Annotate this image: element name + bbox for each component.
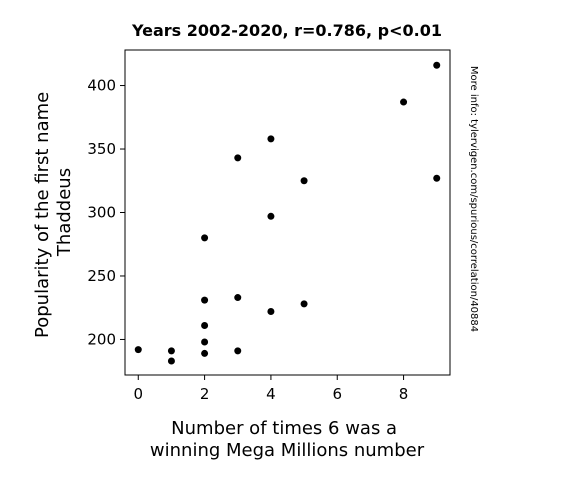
x-axis-ticks: 0 2 4 6 8	[133, 375, 408, 403]
data-point	[300, 300, 308, 308]
data-point	[300, 177, 308, 185]
data-point	[167, 347, 175, 355]
y-tick-label: 300	[87, 204, 116, 222]
data-point	[234, 294, 242, 302]
x-tick-label: 6	[332, 385, 342, 403]
x-axis-label-line-1: Number of times 6 was a	[171, 418, 397, 439]
y-axis-ticks: 200 250 300 350 400	[87, 77, 125, 348]
watermark-text: More info: tylervigen.com/spurious/corre…	[468, 66, 479, 332]
data-point	[234, 347, 242, 355]
data-point	[134, 346, 142, 354]
y-tick-label: 350	[87, 140, 116, 158]
data-point	[201, 234, 209, 242]
x-tick-label: 0	[133, 385, 143, 403]
x-axis-label: Number of times 6 was a winning Mega Mil…	[150, 418, 425, 461]
data-point	[267, 212, 275, 220]
data-point	[234, 154, 242, 162]
x-tick-label: 2	[200, 385, 210, 403]
data-point	[167, 357, 175, 365]
y-axis-label-line-2: Thaddeus	[54, 168, 75, 257]
data-points	[134, 61, 441, 365]
data-point	[201, 296, 209, 304]
data-point	[433, 174, 441, 182]
data-point	[400, 98, 408, 106]
data-point	[201, 349, 209, 357]
x-tick-label: 4	[266, 385, 276, 403]
y-axis-label: Popularity of the first name Thaddeus	[32, 86, 75, 338]
data-point	[201, 338, 209, 346]
y-tick-label: 250	[87, 267, 116, 285]
y-tick-label: 200	[87, 330, 116, 348]
data-point	[267, 308, 275, 316]
y-tick-label: 400	[87, 77, 116, 95]
y-axis-label-line-1: Popularity of the first name	[32, 92, 53, 338]
data-point	[433, 61, 441, 69]
x-axis-label-line-2: winning Mega Millions number	[150, 440, 425, 461]
data-point	[201, 321, 209, 329]
data-point	[267, 135, 275, 143]
plot-area	[124, 49, 451, 376]
x-tick-label: 8	[399, 385, 409, 403]
chart-title: Years 2002-2020, r=0.786, p<0.01	[131, 21, 442, 40]
